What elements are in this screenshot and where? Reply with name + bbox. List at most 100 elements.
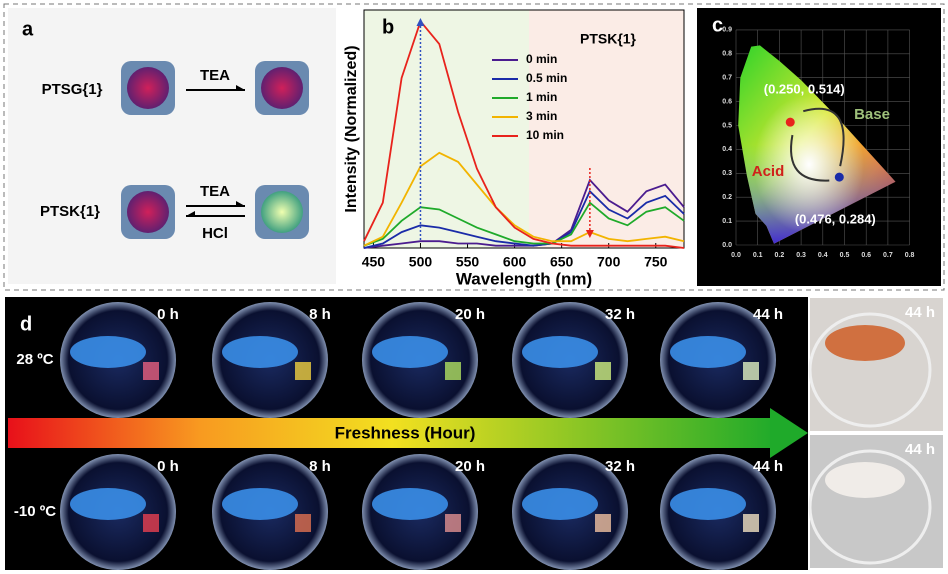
photo-shrimp <box>825 325 905 361</box>
series-line <box>363 178 685 249</box>
shrimp <box>222 336 298 368</box>
sensor-tag <box>743 514 759 532</box>
photo-dish <box>808 449 932 565</box>
chart-title: PTSK{1} <box>580 31 637 47</box>
y-tick-label: 0.8 <box>722 51 732 58</box>
sample-name: PTSK{1} <box>40 203 100 220</box>
coordinate-label: (0.250, 0.514) <box>764 82 845 97</box>
temperature: 28 ºC <box>16 351 53 368</box>
guide-head <box>585 230 594 238</box>
well-spot <box>127 191 169 233</box>
reagent: TEA <box>200 67 230 84</box>
chromaticity-point <box>785 117 795 127</box>
series-line <box>363 19 685 249</box>
time-label: 44 h <box>753 306 783 323</box>
time-label: 44 h <box>753 458 783 475</box>
x-tick-label: 0.4 <box>818 252 828 259</box>
legend-label: 0.5 min <box>526 71 567 85</box>
x-tick-label: 0.7 <box>883 252 893 259</box>
freshness-arrow <box>8 418 776 448</box>
x-tick-label: 0.6 <box>861 252 871 259</box>
shrimp <box>372 336 448 368</box>
time-label: 20 h <box>455 458 485 475</box>
time-label: 8 h <box>309 306 331 323</box>
time-label: 44 h <box>905 304 935 321</box>
panel-label: b <box>382 16 394 38</box>
panel-a-bg <box>8 8 336 284</box>
legend-label: 3 min <box>526 109 557 123</box>
guide-head <box>416 18 425 26</box>
x-tick-label: 500 <box>409 254 433 270</box>
y-tick-label: 0.4 <box>722 146 732 153</box>
region-bg <box>364 10 529 248</box>
x-tick-label: 0.0 <box>731 252 741 259</box>
coordinate-label: (0.476, 0.284) <box>795 212 876 227</box>
x-axis-label: Wavelength (nm) <box>456 269 592 288</box>
shrimp <box>70 488 146 520</box>
y-tick-label: 0.2 <box>722 194 732 201</box>
arrow-label: Freshness (Hour) <box>335 423 476 442</box>
shrimp <box>670 336 746 368</box>
sensor-tag <box>743 362 759 380</box>
shrimp <box>70 336 146 368</box>
y-tick-label: 0.9 <box>722 27 732 34</box>
state-label: Base <box>854 106 890 123</box>
photo-shrimp <box>825 462 905 498</box>
sample-name: PTSG{1} <box>42 81 103 98</box>
y-tick-label: 0.6 <box>722 98 732 105</box>
time-label: 0 h <box>157 458 179 475</box>
series-line <box>363 151 685 247</box>
plot-frame <box>363 9 685 249</box>
y-tick-label: 0.0 <box>722 242 732 249</box>
sensor-tag <box>445 514 461 532</box>
legend-label: 0 min <box>526 52 557 66</box>
photo <box>810 298 943 431</box>
x-tick-label: 0.2 <box>775 252 785 259</box>
y-tick-label: 0.7 <box>722 75 732 82</box>
sensor-tag <box>445 362 461 380</box>
series-line <box>363 201 685 247</box>
x-tick-label: 450 <box>362 254 386 270</box>
cie-gamut <box>738 45 896 244</box>
freshness-arrow-head <box>770 408 808 458</box>
temperature: -10 ºC <box>14 503 56 520</box>
sensor-tag <box>143 514 159 532</box>
time-label: 20 h <box>455 306 485 323</box>
x-tick-label: 600 <box>503 254 527 270</box>
x-tick-label: 550 <box>456 254 480 270</box>
time-label: 32 h <box>605 306 635 323</box>
x-tick-label: 0.3 <box>796 252 806 259</box>
x-tick-label: 0.5 <box>840 252 850 259</box>
time-label: 0 h <box>157 306 179 323</box>
shrimp <box>522 336 598 368</box>
arrow-head <box>186 211 195 216</box>
shrimp <box>522 488 598 520</box>
sensor-tag <box>295 362 311 380</box>
shrimp <box>670 488 746 520</box>
shrimp <box>222 488 298 520</box>
time-label: 44 h <box>905 441 935 458</box>
reagent: HCl <box>202 225 228 242</box>
state-label: Acid <box>752 163 785 180</box>
legend-label: 10 min <box>526 128 564 142</box>
series-line <box>363 189 685 249</box>
x-tick-label: 0.8 <box>905 252 915 259</box>
reagent: TEA <box>200 183 230 200</box>
well-spot <box>261 67 303 109</box>
x-tick-label: 650 <box>550 254 574 270</box>
x-tick-label: 750 <box>644 254 668 270</box>
panel-label: c <box>712 14 723 36</box>
arrow-head <box>236 201 245 206</box>
y-axis-label: Intensity (Normalized) <box>343 45 360 212</box>
cycle-arrow <box>803 107 845 167</box>
y-tick-label: 0.5 <box>722 122 732 129</box>
time-label: 32 h <box>605 458 635 475</box>
well-spot <box>127 67 169 109</box>
time-label: 8 h <box>309 458 331 475</box>
x-tick-label: 0.1 <box>753 252 763 259</box>
panel-label: a <box>22 18 34 40</box>
sensor-tag <box>143 362 159 380</box>
photo <box>810 435 943 568</box>
well-spot <box>261 191 303 233</box>
